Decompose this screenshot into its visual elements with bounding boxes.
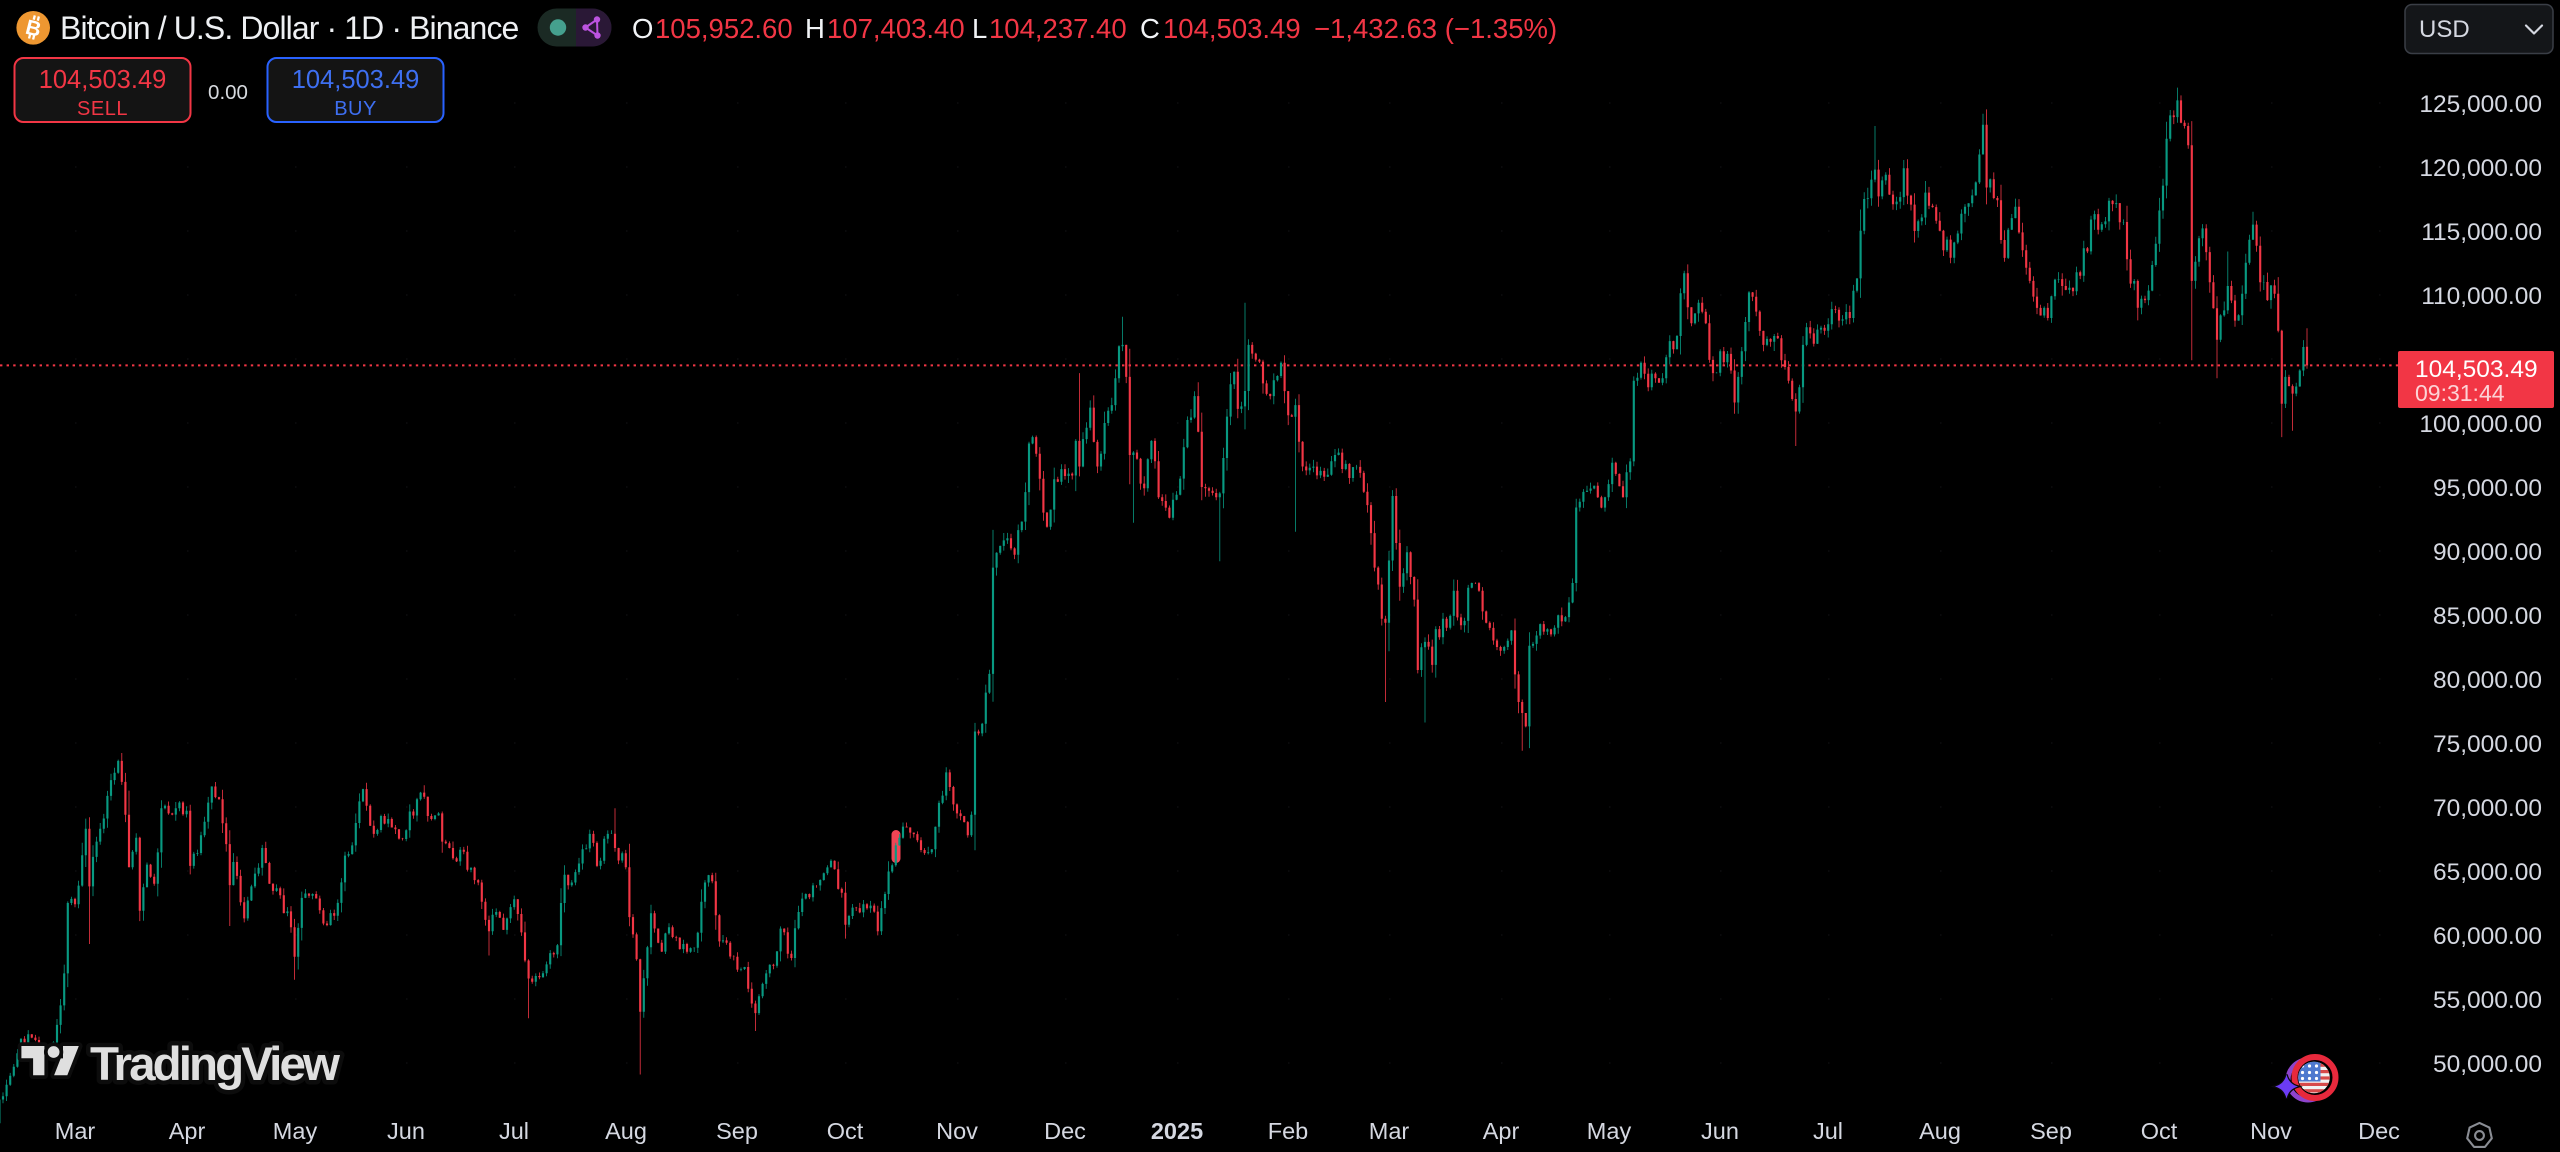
svg-text:104,503.49: 104,503.49 bbox=[39, 66, 167, 94]
svg-text:Mar: Mar bbox=[1369, 1118, 1410, 1144]
svg-text:50,000.00: 50,000.00 bbox=[2433, 1051, 2542, 1078]
svg-text:Jul: Jul bbox=[499, 1118, 529, 1144]
svg-text:95,000.00: 95,000.00 bbox=[2433, 475, 2542, 502]
svg-text:BUY: BUY bbox=[334, 98, 377, 120]
svg-text:H: H bbox=[805, 13, 825, 44]
svg-text:125,000.00: 125,000.00 bbox=[2419, 91, 2542, 118]
svg-text:Aug: Aug bbox=[605, 1118, 647, 1144]
svg-text:75,000.00: 75,000.00 bbox=[2433, 731, 2542, 758]
svg-text:Jun: Jun bbox=[387, 1118, 425, 1144]
svg-text:60,000.00: 60,000.00 bbox=[2433, 923, 2542, 950]
svg-text:L: L bbox=[972, 13, 987, 44]
svg-text:O: O bbox=[632, 13, 653, 44]
svg-text:85,000.00: 85,000.00 bbox=[2433, 603, 2542, 630]
svg-text:SELL: SELL bbox=[77, 98, 128, 120]
svg-text:Apr: Apr bbox=[169, 1118, 206, 1144]
svg-text:Dec: Dec bbox=[2358, 1118, 2400, 1144]
svg-text:107,403.40: 107,403.40 bbox=[827, 13, 965, 44]
svg-text:0.00: 0.00 bbox=[208, 81, 248, 104]
svg-text:104,503.49: 104,503.49 bbox=[292, 66, 420, 94]
svg-text:104,237.40: 104,237.40 bbox=[989, 13, 1127, 44]
svg-text:70,000.00: 70,000.00 bbox=[2433, 795, 2542, 822]
svg-text:Jul: Jul bbox=[1813, 1118, 1843, 1144]
svg-text:65,000.00: 65,000.00 bbox=[2433, 859, 2542, 886]
svg-text:Oct: Oct bbox=[2141, 1118, 2178, 1144]
svg-text:115,000.00: 115,000.00 bbox=[2421, 219, 2542, 246]
svg-text:105,952.60: 105,952.60 bbox=[655, 13, 793, 44]
svg-text:2025: 2025 bbox=[1151, 1118, 1203, 1144]
svg-text:09:31:44: 09:31:44 bbox=[2415, 380, 2505, 406]
svg-text:TradingView: TradingView bbox=[90, 1038, 341, 1091]
svg-text:Aug: Aug bbox=[1919, 1118, 1961, 1144]
svg-text:104,503.49: 104,503.49 bbox=[1163, 13, 1301, 44]
svg-text:Apr: Apr bbox=[1483, 1118, 1520, 1144]
svg-text:USD: USD bbox=[2419, 16, 2470, 43]
svg-text:Bitcoin / U.S. Dollar · 1D · B: Bitcoin / U.S. Dollar · 1D · Binance bbox=[60, 10, 519, 46]
svg-text:Sep: Sep bbox=[2030, 1118, 2072, 1144]
svg-text:C: C bbox=[1140, 13, 1160, 44]
svg-text:110,000.00: 110,000.00 bbox=[2421, 283, 2542, 310]
svg-text:Sep: Sep bbox=[716, 1118, 758, 1144]
svg-text:Nov: Nov bbox=[2250, 1118, 2292, 1144]
svg-text:Dec: Dec bbox=[1044, 1118, 1086, 1144]
svg-text:Jun: Jun bbox=[1701, 1118, 1739, 1144]
svg-text:Oct: Oct bbox=[827, 1118, 864, 1144]
svg-text:Mar: Mar bbox=[55, 1118, 96, 1144]
svg-text:−1,432.63 (−1.35%): −1,432.63 (−1.35%) bbox=[1314, 13, 1557, 44]
svg-text:120,000.00: 120,000.00 bbox=[2419, 155, 2542, 182]
svg-text:Feb: Feb bbox=[1268, 1118, 1309, 1144]
svg-text:May: May bbox=[273, 1118, 318, 1144]
svg-text:B: B bbox=[23, 16, 43, 42]
svg-text:80,000.00: 80,000.00 bbox=[2433, 667, 2542, 694]
svg-text:55,000.00: 55,000.00 bbox=[2433, 987, 2542, 1014]
svg-text:100,000.00: 100,000.00 bbox=[2419, 411, 2542, 438]
svg-text:May: May bbox=[1587, 1118, 1632, 1144]
svg-text:104,503.49: 104,503.49 bbox=[2415, 356, 2538, 383]
svg-text:90,000.00: 90,000.00 bbox=[2433, 539, 2542, 566]
svg-text:Nov: Nov bbox=[936, 1118, 978, 1144]
